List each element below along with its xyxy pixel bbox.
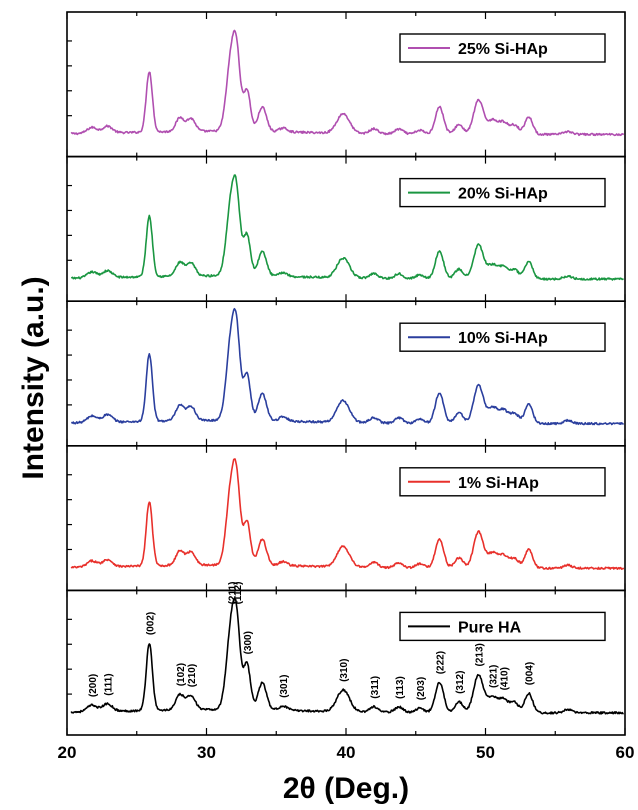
peak-label: (113) (395, 676, 406, 699)
x-axis-title: 2θ (Deg.) (283, 772, 409, 805)
peak-label: (301) (279, 675, 290, 698)
legend: 1% Si-HAp (399, 467, 606, 497)
legend: 25% Si-HAp (399, 33, 606, 63)
x-tick-label: 20 (58, 743, 77, 762)
legend-label: 20% Si-HAp (458, 186, 548, 203)
x-tick-label: 60 (616, 743, 635, 762)
peak-label: (310) (339, 659, 350, 682)
legend: 20% Si-HAp (399, 177, 606, 208)
panel-4: 1% Si-HAp (66, 444, 626, 592)
peak-label: (210) (187, 664, 198, 687)
panel-3: 10% Si-HAp (66, 300, 626, 447)
series-line (70, 597, 624, 715)
x-tick-label: 30 (197, 743, 216, 762)
panel-1: 25% Si-HAp (66, 11, 626, 158)
peak-annotations: (200) (111) (002) (102) (210) (211)(112) (300)… (88, 582, 536, 701)
legend-label: 10% Si-HAp (458, 330, 548, 347)
peak-label: (222) (436, 651, 447, 674)
series-line (70, 174, 624, 281)
panel-2: 20% Si-HAp (66, 155, 626, 303)
peak-label: (200) (88, 674, 99, 697)
series-line (70, 458, 625, 570)
legend-label: Pure HA (458, 619, 522, 636)
peak-label: (211) (228, 582, 239, 605)
peak-label: (004) (525, 662, 536, 685)
peak-label: (213) (475, 643, 486, 666)
legend: Pure HA (399, 611, 606, 642)
legend-label: 25% Si-HAp (458, 41, 548, 58)
peak-label: (111) (104, 673, 115, 695)
x-tick-labels: 20 30 40 50 60 (58, 743, 635, 762)
peak-label: (311) (370, 676, 381, 699)
peak-label: (321) (489, 665, 500, 688)
y-axis-title: Intensity (a.u.) (17, 276, 50, 479)
panel-5: Pure HA (66, 589, 626, 736)
legend-label: 1% Si-HAp (458, 475, 539, 492)
x-tick-label: 50 (476, 743, 495, 762)
legend: 10% Si-HAp (399, 322, 606, 352)
x-tick-label: 40 (337, 743, 356, 762)
peak-label: (102) (176, 663, 187, 686)
series-line (70, 29, 625, 137)
peak-label: (312) (455, 671, 466, 694)
series-line (70, 307, 625, 426)
peak-label: (203) (416, 677, 427, 700)
peak-label: (002) (145, 612, 156, 635)
peak-label: (300) (243, 631, 254, 654)
panels-group: 25% Si-HAp 20% Si-HAp 10% Si-HAp 1% Si-HAp P… (66, 11, 626, 736)
peak-label: (410) (500, 667, 511, 690)
peak-label: (112) (233, 582, 244, 605)
